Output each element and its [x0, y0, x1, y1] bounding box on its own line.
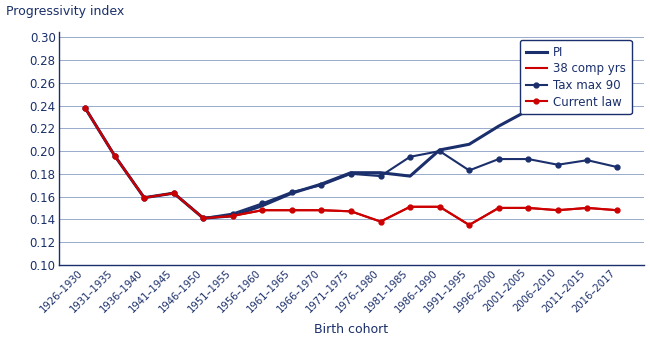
Tax max 90	[495, 157, 502, 161]
38 comp yrs	[259, 208, 266, 212]
PI	[525, 108, 532, 112]
Tax max 90	[170, 191, 177, 195]
PI	[376, 170, 384, 175]
PI	[554, 101, 562, 106]
Tax max 90	[288, 190, 296, 194]
Tax max 90	[525, 157, 532, 161]
38 comp yrs	[140, 196, 148, 200]
38 comp yrs	[376, 220, 384, 224]
PI	[170, 191, 177, 195]
Current law	[229, 214, 237, 218]
Current law	[495, 206, 502, 210]
Current law	[525, 206, 532, 210]
X-axis label: Birth cohort: Birth cohort	[314, 323, 388, 336]
PI	[259, 204, 266, 208]
Current law	[111, 154, 118, 158]
Current law	[288, 208, 296, 212]
Line: 38 comp yrs: 38 comp yrs	[85, 108, 617, 225]
Current law	[81, 106, 89, 110]
38 comp yrs	[288, 208, 296, 212]
PI	[406, 174, 414, 178]
PI	[111, 154, 118, 158]
Current law	[465, 223, 473, 227]
Tax max 90	[376, 174, 384, 178]
38 comp yrs	[465, 223, 473, 227]
Tax max 90	[347, 172, 355, 176]
Current law	[259, 208, 266, 212]
38 comp yrs	[318, 208, 326, 212]
Tax max 90	[465, 168, 473, 173]
38 comp yrs	[170, 191, 177, 195]
PI	[200, 216, 207, 220]
Current law	[376, 220, 384, 224]
Current law	[406, 205, 414, 209]
38 comp yrs	[81, 106, 89, 110]
Tax max 90	[436, 149, 443, 153]
PI	[436, 148, 443, 152]
Line: PI: PI	[85, 94, 617, 218]
Tax max 90	[111, 154, 118, 158]
38 comp yrs	[584, 206, 592, 210]
PI	[81, 106, 89, 110]
Current law	[347, 209, 355, 214]
Tax max 90	[613, 165, 621, 169]
Tax max 90	[140, 196, 148, 200]
Current law	[170, 191, 177, 195]
Current law	[613, 208, 621, 212]
Tax max 90	[229, 211, 237, 216]
Line: Tax max 90: Tax max 90	[83, 106, 619, 221]
PI	[613, 92, 621, 96]
38 comp yrs	[525, 206, 532, 210]
38 comp yrs	[347, 209, 355, 214]
Current law	[554, 208, 562, 212]
Current law	[140, 196, 148, 200]
Tax max 90	[584, 158, 592, 162]
Tax max 90	[406, 155, 414, 159]
Tax max 90	[200, 216, 207, 220]
PI	[465, 142, 473, 146]
Current law	[584, 206, 592, 210]
PI	[347, 170, 355, 175]
Tax max 90	[81, 106, 89, 110]
38 comp yrs	[554, 208, 562, 212]
38 comp yrs	[200, 216, 207, 220]
PI	[140, 196, 148, 200]
38 comp yrs	[613, 208, 621, 212]
Text: Progressivity index: Progressivity index	[6, 5, 124, 18]
Line: Current law: Current law	[83, 106, 619, 227]
Tax max 90	[318, 183, 326, 187]
Current law	[200, 216, 207, 220]
Current law	[318, 208, 326, 212]
Legend: PI, 38 comp yrs, Tax max 90, Current law: PI, 38 comp yrs, Tax max 90, Current law	[520, 40, 632, 114]
PI	[584, 93, 592, 97]
PI	[318, 182, 326, 186]
38 comp yrs	[229, 214, 237, 218]
PI	[288, 191, 296, 195]
38 comp yrs	[111, 154, 118, 158]
Current law	[436, 205, 443, 209]
Tax max 90	[259, 201, 266, 205]
38 comp yrs	[436, 205, 443, 209]
Tax max 90	[554, 163, 562, 167]
38 comp yrs	[495, 206, 502, 210]
PI	[495, 124, 502, 128]
PI	[229, 214, 237, 218]
38 comp yrs	[406, 205, 414, 209]
